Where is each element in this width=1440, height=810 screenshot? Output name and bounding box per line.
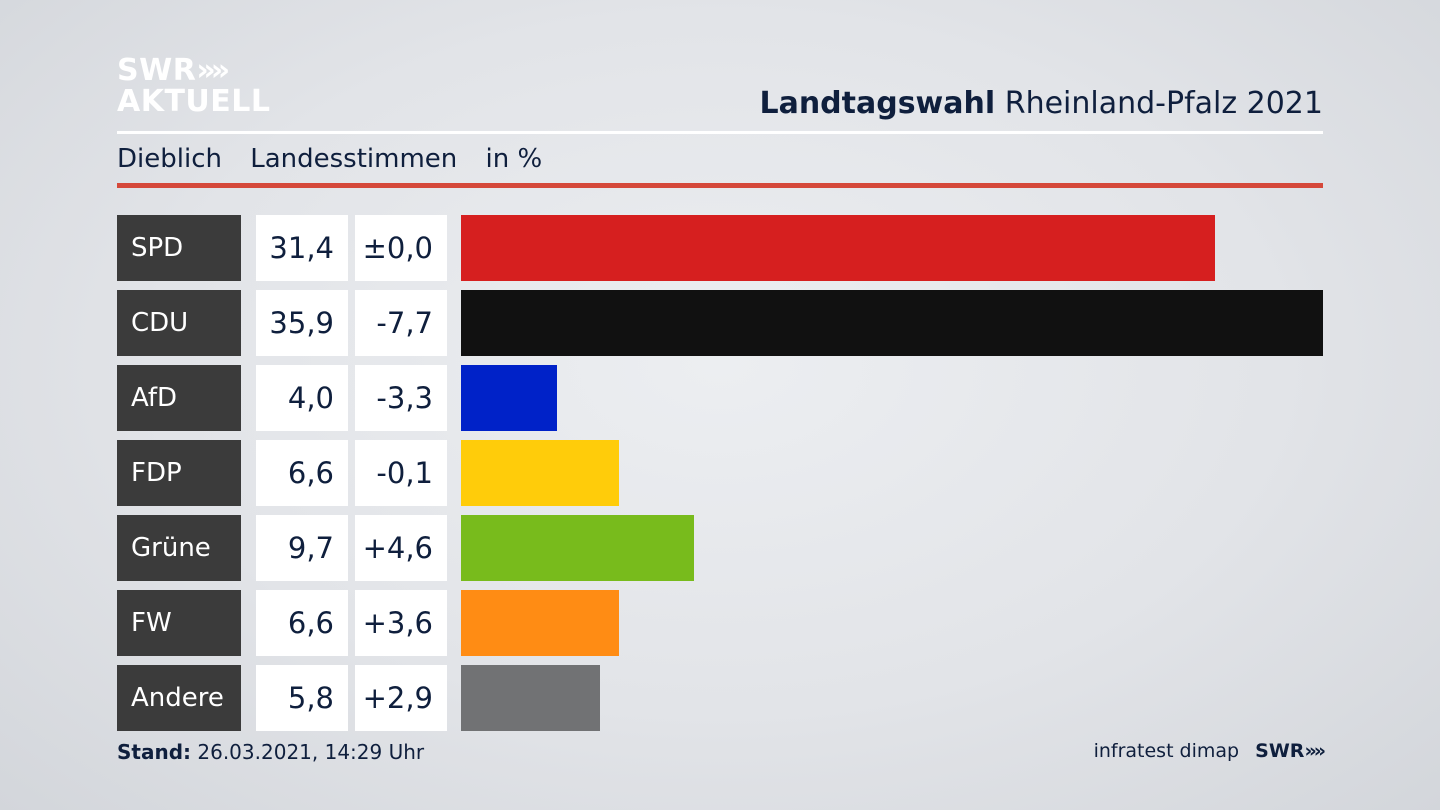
chevron-right-icon: »	[196, 53, 216, 88]
bar	[461, 515, 694, 581]
party-label: Grüne	[117, 515, 241, 581]
bar-row: AfD 4,0 -3,3	[117, 365, 1323, 431]
change-value: +4,6	[355, 515, 447, 581]
bar-row: Andere 5,8 +2,9	[117, 665, 1323, 731]
chevron-right-icon: »	[210, 53, 231, 88]
percent-value: 9,7	[256, 515, 348, 581]
bar-row: FW 6,6 +3,6	[117, 590, 1323, 656]
subtitle-measure: Landesstimmen	[250, 144, 458, 174]
change-value: -3,3	[355, 365, 447, 431]
party-label: SPD	[117, 215, 241, 281]
bar	[461, 440, 619, 506]
subtitle-divider	[117, 183, 1323, 188]
percent-value: 31,4	[256, 215, 348, 281]
subtitle-place: Dieblich	[117, 144, 222, 174]
bar-row: CDU 35,9 -7,7	[117, 290, 1323, 356]
header-divider	[117, 131, 1323, 134]
change-value: -0,1	[355, 440, 447, 506]
party-label: FDP	[117, 440, 241, 506]
logo-line-1: SWR»»	[117, 53, 231, 88]
chevron-right-icon: »	[1304, 740, 1316, 762]
bar	[461, 290, 1323, 356]
percent-value: 4,0	[256, 365, 348, 431]
title-rest: Rheinland-Pfalz 2021	[1004, 86, 1323, 121]
swr-brand: SWR»»	[1255, 740, 1326, 762]
change-value: ±0,0	[355, 215, 447, 281]
party-label: AfD	[117, 365, 241, 431]
source-credit: infratest dimap SWR»»	[1093, 740, 1327, 762]
bar	[461, 365, 557, 431]
timestamp: Stand: 26.03.2021, 14:29 Uhr	[117, 740, 424, 764]
subtitle-unit: in %	[485, 144, 543, 174]
change-value: +2,9	[355, 665, 447, 731]
stand-label: Stand:	[117, 740, 192, 764]
bar	[461, 590, 619, 656]
swr-aktuell-logo: SWR»» AKTUELL	[117, 55, 277, 117]
bar	[461, 665, 600, 731]
percent-value: 35,9	[256, 290, 348, 356]
chevron-right-icon: »	[1313, 740, 1326, 762]
bar-row: FDP 6,6 -0,1	[117, 440, 1323, 506]
change-value: -7,7	[355, 290, 447, 356]
percent-value: 5,8	[256, 665, 348, 731]
party-label: FW	[117, 590, 241, 656]
bar-row: Grüne 9,7 +4,6	[117, 515, 1323, 581]
chart-subtitle: Dieblich Landesstimmen in %	[117, 144, 562, 174]
logo-line-2: AKTUELL	[117, 84, 271, 119]
party-label: Andere	[117, 665, 241, 731]
title-bold: Landtagswahl	[759, 86, 996, 121]
chart-title: Landtagswahl Rheinland-Pfalz 2021	[759, 86, 1323, 121]
percent-value: 6,6	[256, 590, 348, 656]
bar	[461, 215, 1215, 281]
party-label: CDU	[117, 290, 241, 356]
percent-value: 6,6	[256, 440, 348, 506]
stand-value: 26.03.2021, 14:29 Uhr	[197, 740, 425, 764]
source-name: infratest dimap	[1093, 740, 1240, 762]
change-value: +3,6	[355, 590, 447, 656]
bar-row: SPD 31,4 ±0,0	[117, 215, 1323, 281]
